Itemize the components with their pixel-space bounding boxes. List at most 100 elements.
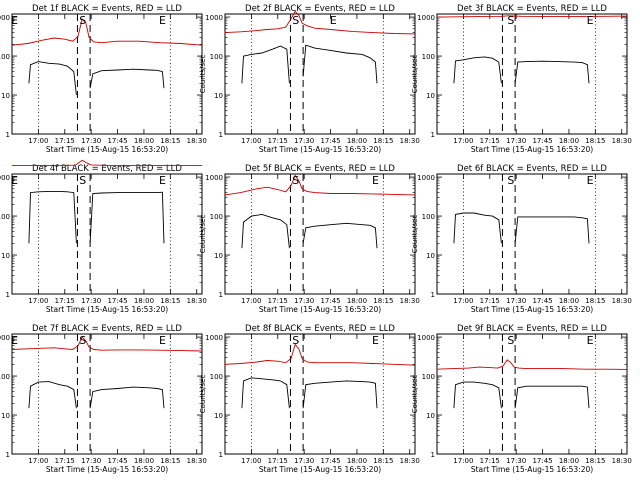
lld-series-line [224, 343, 416, 366]
time-marker-label: S [292, 14, 299, 27]
y-tick-label: 10 [1, 412, 10, 420]
x-tick-label: 18:15 [160, 297, 180, 305]
time-marker-label: S [79, 174, 86, 187]
events-series-line [302, 222, 378, 249]
x-tick-label: 17:15 [480, 137, 500, 145]
y-tick-label: 10 [214, 92, 223, 100]
y-tick-label: 1000 [417, 334, 435, 342]
x-tick-label: 18:30 [400, 297, 420, 305]
events-series-line [28, 381, 77, 409]
y-axis-label: Counts/sec [199, 215, 207, 254]
time-marker-label: S [79, 334, 86, 347]
x-tick-label: 17:15 [55, 137, 75, 145]
x-tick-label: 18:00 [347, 457, 367, 465]
x-tick-label: 18:15 [373, 297, 393, 305]
time-marker-label: E [159, 174, 166, 187]
x-tick-label: 18:30 [612, 457, 632, 465]
x-axis-label: Start Time (15-Aug-15 16:53:20) [471, 305, 593, 314]
y-tick-label: 100 [0, 373, 10, 381]
y-axis-label: Counts/sec [199, 55, 207, 94]
x-tick-label: 18:15 [585, 297, 605, 305]
events-series-line [302, 380, 378, 409]
x-tick-label: 17:45 [532, 297, 552, 305]
x-tick-label: 17:45 [320, 457, 340, 465]
y-tick-label: 1 [219, 451, 223, 459]
lld-series-line [436, 15, 628, 18]
time-marker-label: E [372, 174, 379, 187]
x-tick-label: 17:30 [81, 457, 101, 465]
y-tick-label: 100 [0, 213, 10, 221]
x-axis-label: Start Time (15-Aug-15 16:53:20) [46, 305, 168, 314]
x-tick-label: 18:00 [347, 297, 367, 305]
panel-title: Det 9f BLACK = Events, RED = LLD [457, 324, 607, 334]
x-tick-label: 18:00 [134, 297, 154, 305]
x-tick-label: 17:00 [453, 297, 473, 305]
panel-title: Det 1f BLACK = Events, RED = LLD [32, 4, 182, 14]
y-tick-label: 100 [210, 213, 223, 221]
y-tick-label: 1000 [205, 174, 223, 182]
x-tick-label: 18:15 [373, 457, 393, 465]
x-tick-label: 17:45 [532, 137, 552, 145]
plot-frame [11, 13, 203, 135]
y-tick-label: 100 [210, 373, 223, 381]
y-tick-label: 100 [422, 373, 435, 381]
time-marker-label: E [587, 14, 594, 27]
events-series-line [453, 212, 502, 244]
time-marker-label: S [292, 334, 299, 347]
x-tick-label: 18:00 [559, 297, 579, 305]
x-tick-label: 17:00 [241, 297, 261, 305]
detector-panel-3: Det 3f BLACK = Events, RED = LLD 1 10 100 10… [411, 4, 632, 154]
time-marker-label: E [587, 174, 594, 187]
x-tick-label: 17:15 [268, 457, 288, 465]
events-series-line [28, 190, 77, 244]
time-marker-label: E [11, 334, 18, 347]
events-series-line [514, 385, 590, 409]
x-tick-label: 18:30 [612, 137, 632, 145]
y-tick-label: 10 [214, 252, 223, 260]
plot-frame [436, 333, 628, 455]
x-tick-label: 18:30 [187, 457, 207, 465]
x-tick-label: 17:30 [506, 137, 526, 145]
events-series-line [89, 68, 165, 89]
y-tick-label: 100 [0, 53, 10, 61]
x-axis-label: Start Time (15-Aug-15 16:53:20) [259, 145, 381, 154]
y-tick-label: 1 [6, 451, 10, 459]
x-tick-label: 17:15 [268, 137, 288, 145]
events-series-line [453, 56, 502, 84]
detector-panel-2: Det 2f BLACK = Events, RED = LLD 1 10 100 10… [199, 4, 420, 154]
y-tick-label: 10 [1, 92, 10, 100]
x-tick-label: 17:15 [480, 457, 500, 465]
x-axis-label: Start Time (15-Aug-15 16:53:20) [46, 145, 168, 154]
plot-frame [224, 13, 416, 135]
plot-frame [436, 13, 628, 135]
y-tick-label: 1000 [417, 174, 435, 182]
time-marker-label: E [11, 14, 18, 27]
lld-series-line [12, 159, 202, 166]
y-axis-label: Counts/sec [411, 55, 419, 94]
x-tick-label: 18:00 [559, 137, 579, 145]
x-tick-label: 17:00 [28, 137, 48, 145]
detector-panel-5: Det 5f BLACK = Events, RED = LLD 1 10 100 10… [199, 164, 420, 314]
time-marker-label: E [587, 334, 594, 347]
x-tick-label: 17:00 [28, 457, 48, 465]
y-tick-label: 1 [431, 451, 435, 459]
plot-frame [11, 173, 203, 295]
x-tick-label: 18:15 [160, 457, 180, 465]
events-series-line [453, 381, 502, 409]
x-tick-label: 17:30 [506, 297, 526, 305]
x-tick-label: 18:00 [134, 137, 154, 145]
x-axis-label: Start Time (15-Aug-15 16:53:20) [471, 145, 593, 154]
x-tick-label: 17:45 [107, 457, 127, 465]
events-series-line [28, 61, 77, 96]
x-axis-label: Start Time (15-Aug-15 16:53:20) [471, 465, 593, 474]
panel-title: Det 2f BLACK = Events, RED = LLD [245, 4, 395, 14]
plot-frame [224, 173, 416, 295]
events-series-line [241, 377, 290, 409]
x-tick-label: 17:00 [241, 137, 261, 145]
x-axis-label: Start Time (15-Aug-15 16:53:20) [46, 465, 168, 474]
time-marker-label: E [11, 174, 18, 187]
x-tick-label: 17:45 [320, 137, 340, 145]
x-tick-label: 18:00 [559, 457, 579, 465]
events-series-line [241, 213, 290, 249]
